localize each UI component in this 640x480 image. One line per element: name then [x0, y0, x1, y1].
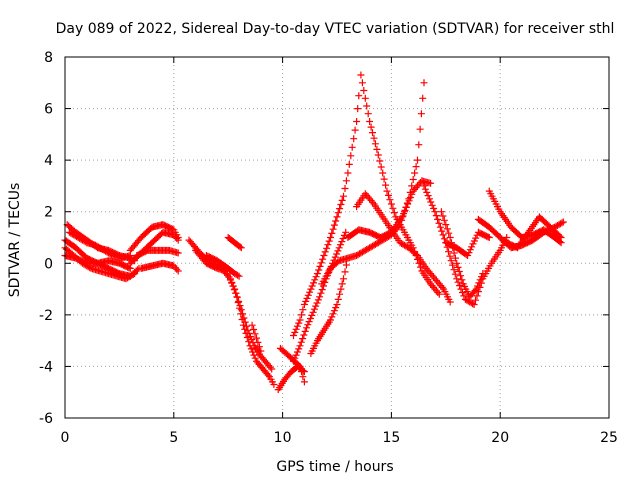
x-tick-label: 25 [600, 430, 618, 446]
chart-title: Day 089 of 2022, Sidereal Day-to-day VTE… [56, 21, 615, 37]
series-track [192, 246, 276, 373]
series-track [357, 71, 443, 298]
y-tick-label: -4 [39, 359, 53, 375]
plot-frame [64, 56, 610, 419]
series-track [290, 92, 363, 339]
y-tick-label: -2 [39, 308, 53, 324]
plus-markers [126, 221, 182, 254]
plus-markers [357, 71, 443, 298]
plus-markers [248, 321, 265, 355]
series-track [137, 259, 182, 275]
plus-markers [503, 213, 565, 252]
series-track [442, 228, 493, 259]
series-track [224, 234, 245, 252]
plus-markers [290, 228, 350, 365]
plus-markers [290, 92, 363, 339]
plus-markers [137, 259, 182, 275]
plus-markers [442, 228, 493, 259]
plus-markers [307, 254, 352, 357]
x-tick-label: 15 [382, 430, 400, 446]
series-track [290, 228, 350, 365]
y-tick-label: 6 [44, 102, 53, 118]
y-tick-label: 0 [44, 256, 53, 272]
plus-markers [420, 182, 511, 308]
x-tick-label: 0 [61, 430, 70, 446]
plus-markers [65, 228, 134, 262]
data-points [61, 71, 567, 394]
y-tick-label: 4 [44, 153, 53, 169]
x-tick-label: 10 [274, 430, 292, 446]
series-track [185, 236, 278, 388]
plus-markers [344, 177, 435, 241]
series-track [420, 182, 511, 308]
plus-markers [133, 246, 182, 259]
series-track [65, 228, 134, 262]
series-track [318, 79, 428, 288]
plus-markers [318, 79, 428, 288]
plus-markers [202, 252, 243, 280]
x-tick-label: 20 [491, 430, 509, 446]
y-tick-label: 2 [44, 205, 53, 221]
y-tick-label: -6 [39, 411, 53, 427]
plus-markers [192, 246, 276, 373]
series-track [248, 321, 265, 355]
series-track [503, 213, 565, 252]
series-track [307, 254, 352, 357]
axis-ticks: 0 5 10 15 20 25 -6 -4 -2 0 2 4 6 8 [39, 50, 618, 446]
y-axis-label: SDTVAR / TECUs [7, 183, 23, 298]
x-tick-label: 5 [169, 430, 178, 446]
series-track [344, 177, 435, 241]
y-tick-label: 8 [44, 50, 53, 66]
plus-markers [224, 234, 245, 252]
series-track [126, 221, 182, 254]
x-axis-label: GPS time / hours [276, 459, 393, 475]
plus-markers [185, 236, 278, 388]
series-track [202, 252, 243, 280]
series-track [133, 246, 182, 259]
